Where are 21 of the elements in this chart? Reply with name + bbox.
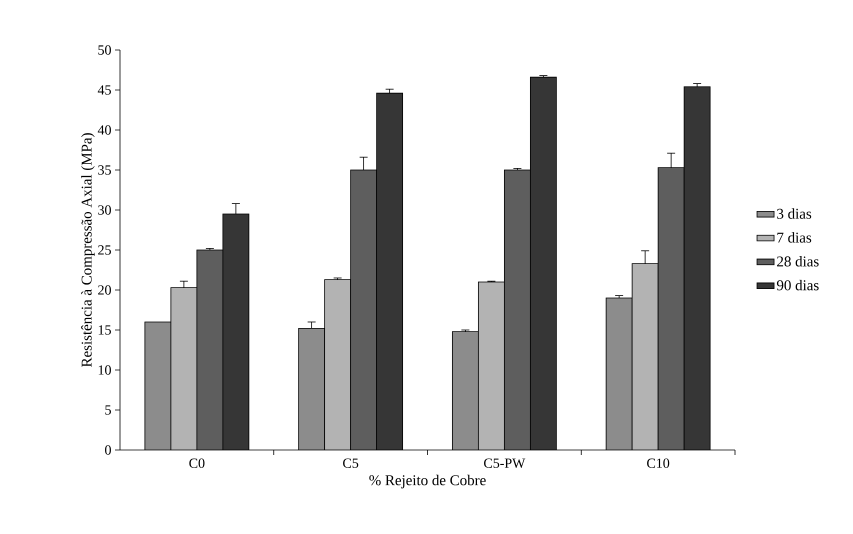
x-tick-label: C5-PW [484, 458, 526, 468]
y-tick-label: 10 [98, 365, 111, 375]
y-tick-label: 15 [98, 325, 111, 335]
x-tick-label: C5 [343, 458, 358, 468]
y-tick-label: 25 [98, 245, 111, 255]
legend-label: 28 dias [777, 256, 819, 266]
y-tick-label: 40 [98, 125, 111, 135]
legend-label: 7 dias [777, 232, 812, 243]
y-axis-title: Resistência à Compressão Axial (MPa) [81, 133, 95, 367]
y-tick-label: 45 [98, 85, 111, 95]
y-tick-label: 0 [105, 445, 111, 455]
y-tick-label: 30 [98, 205, 111, 215]
legend-label: 3 dias [777, 208, 812, 219]
x-tick-label: C10 [647, 458, 670, 468]
x-tick-label: C0 [189, 458, 204, 468]
y-tick-label: 35 [98, 165, 111, 175]
y-tick-label: 20 [98, 285, 111, 295]
y-tick-label: 50 [98, 45, 111, 55]
x-axis-title: % Rejeito de Cobre [369, 474, 486, 488]
y-tick-label: 5 [105, 405, 111, 415]
legend-label: 90 dias [776, 280, 819, 290]
